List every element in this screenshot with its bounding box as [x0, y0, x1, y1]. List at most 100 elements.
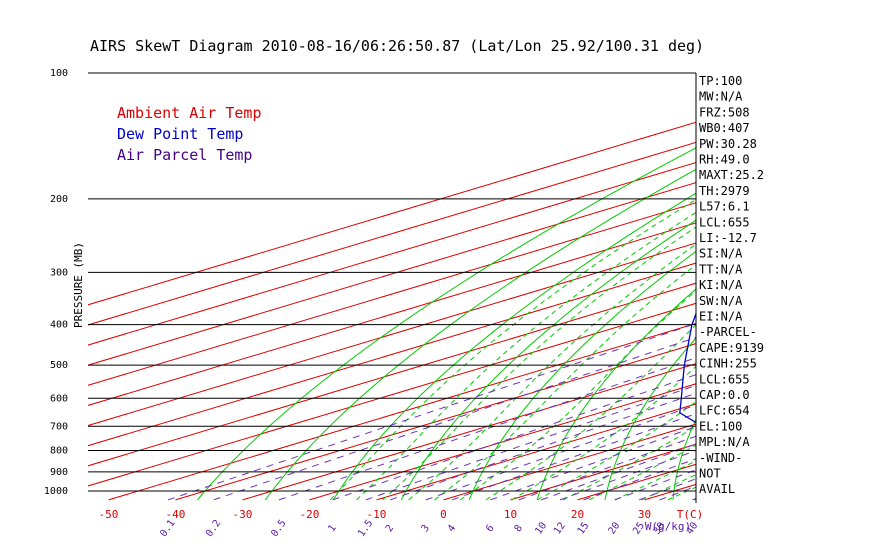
pressure-tick-label: 500: [50, 360, 68, 371]
index-value: CAP:0.0: [699, 388, 750, 402]
dry-adiabat-line: [400, 219, 696, 501]
mixing-ratio-line: [583, 458, 696, 501]
mixing-ratio-label: 6: [484, 523, 496, 534]
index-value: WB0:407: [699, 121, 750, 135]
dry-adiabat-line: [468, 250, 696, 501]
isotherm-line: [108, 322, 696, 501]
isotherm-line: [644, 483, 696, 501]
index-value: TH:2979: [699, 184, 750, 198]
mixing-ratio-label: 10: [533, 520, 549, 536]
isotherm-line: [242, 363, 696, 501]
pressure-tick-label: 600: [50, 393, 68, 404]
index-value: EL:100: [699, 419, 742, 433]
isotherm-line: [309, 383, 696, 501]
index-value: CAPE:9139: [699, 341, 764, 355]
legend-entry-ambient-air-temp: Ambient Air Temp: [117, 104, 262, 122]
legend-entry-air-parcel-temp: Air Parcel Temp: [117, 146, 252, 164]
isotherm-line: [88, 141, 696, 326]
isotherm-line: [88, 121, 696, 306]
index-value: KI:N/A: [699, 278, 743, 292]
mixing-ratio-line: [365, 384, 696, 501]
moist-adiabat-line: [329, 198, 696, 501]
index-value: LFC:654: [699, 404, 750, 418]
dew-point-temp-line: [679, 312, 696, 424]
isotherm-line: [88, 182, 696, 366]
pressure-tick-label: 300: [50, 267, 68, 278]
isotherm-line: [88, 222, 696, 406]
index-value: MPL:N/A: [699, 435, 750, 449]
mixing-ratio-label: 1: [326, 523, 338, 534]
dry-adiabat-line: [197, 147, 696, 501]
index-value: L57:6.1: [699, 200, 750, 214]
isotherm-line: [175, 343, 696, 501]
pressure-tick-label: 700: [50, 421, 68, 432]
index-value: PW:30.28: [699, 137, 757, 151]
mixing-ratio-line: [425, 404, 696, 501]
isotherm-line: [846, 73, 870, 500]
mixing-ratio-label: 20: [607, 520, 623, 536]
dry-adiabat-line: [536, 288, 696, 501]
chart-title: AIRS SkewT Diagram 2010-08-16/06:26:50.8…: [90, 37, 704, 55]
mixing-ratio-line: [614, 469, 696, 501]
isotherm-line: [88, 262, 696, 447]
pressure-tick-label: 100: [50, 68, 68, 79]
index-value: TT:N/A: [699, 262, 743, 276]
mixing-ratio-label: 3: [420, 523, 432, 534]
bottom-temp-tick-label: 0: [440, 508, 447, 521]
dry-adiabat-line: [604, 337, 696, 501]
mixing-ratio-label: 0.2: [204, 518, 223, 539]
mixing-ratio-label: 0.5: [269, 518, 288, 539]
dry-adiabat-line: [741, 73, 870, 500]
bottom-temp-tick-label: -20: [300, 508, 320, 521]
moist-adiabat-line: [563, 426, 696, 501]
dry-adiabat-line: [264, 168, 696, 501]
dry-adiabat-line: [672, 418, 696, 500]
mixing-ratio-unit-label: W(g/kg): [645, 520, 691, 533]
index-value: EI:N/A: [699, 310, 743, 324]
air-parcel-temp-line: [837, 73, 870, 434]
pressure-tick-label: 200: [50, 194, 68, 205]
mixing-ratio-label: 1.5: [356, 518, 375, 539]
mixing-ratio-label: 12: [552, 520, 568, 536]
mixing-ratio-line: [390, 392, 696, 501]
index-value: -WIND-: [699, 451, 742, 465]
isotherm-line: [88, 242, 696, 427]
pressure-tick-label: 800: [50, 445, 68, 456]
moist-adiabat-line: [382, 226, 696, 501]
mixing-ratio-label: 4: [446, 523, 458, 534]
index-value: LI:-12.7: [699, 231, 757, 245]
index-value: LCL:655: [699, 215, 750, 229]
isotherm-line: [779, 73, 870, 500]
pressure-tick-label: 1000: [44, 486, 68, 497]
isotherm-line: [376, 403, 696, 501]
mixing-ratio-line: [167, 323, 696, 501]
isotherm-line: [88, 161, 696, 346]
bottom-temp-tick-label: -30: [233, 508, 253, 521]
bottom-temp-tick-label: -10: [367, 508, 387, 521]
bottom-temp-tick-label: 20: [571, 508, 584, 521]
isotherm-line: [88, 282, 696, 467]
bottom-temp-tick-label: -50: [99, 508, 119, 521]
legend-entry-dew-point-temp: Dew Point Temp: [117, 125, 243, 143]
index-value: TP:100: [699, 74, 742, 88]
isotherm-line: [88, 202, 696, 386]
moist-adiabat-line: [459, 290, 696, 501]
index-value: CINH:255: [699, 357, 757, 371]
moist-adiabat-line: [356, 211, 696, 501]
index-value: FRZ:508: [699, 105, 750, 119]
dry-adiabat-line: [807, 73, 870, 500]
bottom-axis-label: T(C): [677, 508, 704, 521]
pressure-tick-label: 400: [50, 320, 68, 331]
bottom-temp-tick-label: -40: [166, 508, 186, 521]
mixing-ratio-label: 0.1: [158, 518, 177, 539]
pressure-tick-label: 900: [50, 467, 68, 478]
moist-adiabat-line: [589, 444, 696, 501]
index-value: MAXT:25.2: [699, 168, 764, 182]
dry-adiabat-line: [332, 192, 696, 501]
index-value: AVAIL: [699, 482, 735, 496]
index-value: SW:N/A: [699, 294, 743, 308]
mixing-ratio-line: [659, 485, 696, 501]
index-value: SI:N/A: [699, 247, 743, 261]
y-axis-label: PRESSURE (MB): [72, 242, 85, 328]
